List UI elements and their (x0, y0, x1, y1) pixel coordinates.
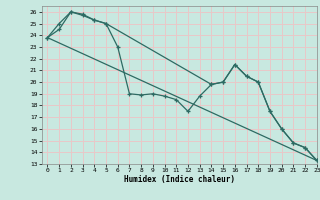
X-axis label: Humidex (Indice chaleur): Humidex (Indice chaleur) (124, 175, 235, 184)
